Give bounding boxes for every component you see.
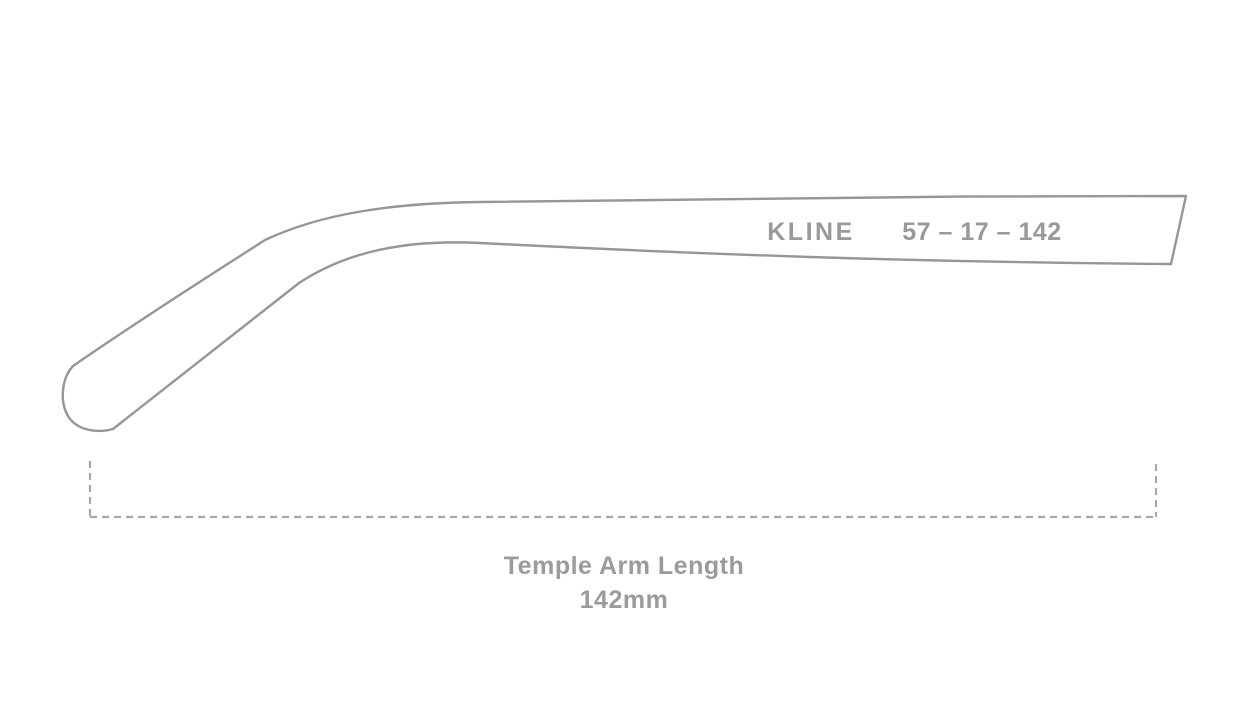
temple-arm-outline	[61, 194, 1188, 433]
model-name-label: KLINE	[767, 218, 855, 246]
dimension-label: Temple Arm Length	[504, 552, 744, 580]
frame-measurements-label: 57 – 17 – 142	[902, 218, 1061, 246]
dimension-bracket	[88, 461, 1158, 519]
dimension-value: 142mm	[580, 586, 669, 614]
